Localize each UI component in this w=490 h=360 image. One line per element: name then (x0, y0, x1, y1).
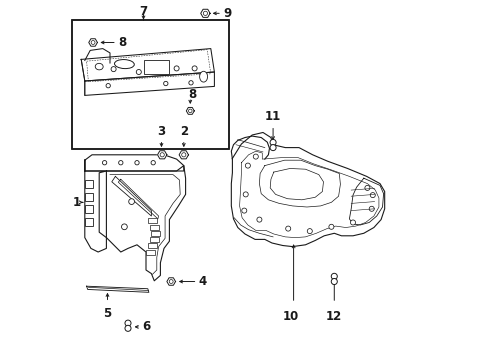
Circle shape (164, 81, 168, 86)
Text: 6: 6 (143, 320, 150, 333)
Bar (72, 20, 229, 149)
Circle shape (242, 208, 247, 213)
Text: 1: 1 (73, 196, 81, 209)
Ellipse shape (199, 71, 208, 82)
Circle shape (129, 199, 134, 204)
Circle shape (192, 66, 197, 71)
Text: 9: 9 (223, 7, 232, 20)
Text: 10: 10 (283, 310, 299, 323)
Circle shape (125, 325, 131, 331)
Text: 2: 2 (180, 125, 188, 138)
Polygon shape (89, 39, 98, 46)
Text: 3: 3 (157, 125, 166, 138)
Circle shape (189, 81, 193, 85)
Circle shape (331, 273, 337, 279)
Circle shape (270, 139, 276, 145)
Circle shape (91, 41, 95, 44)
Bar (148, 243, 157, 248)
Circle shape (369, 206, 374, 211)
Text: 8: 8 (118, 36, 126, 49)
Polygon shape (85, 155, 184, 171)
Ellipse shape (115, 59, 134, 69)
Circle shape (253, 154, 258, 159)
Bar (148, 218, 157, 223)
Ellipse shape (95, 63, 103, 70)
Circle shape (329, 224, 334, 229)
Circle shape (102, 161, 107, 165)
Circle shape (365, 185, 370, 190)
Text: 12: 12 (326, 310, 343, 323)
Circle shape (169, 280, 173, 283)
Circle shape (350, 220, 356, 225)
Circle shape (160, 153, 164, 157)
Bar (85, 193, 93, 201)
Bar (72, 20, 229, 149)
Circle shape (257, 217, 262, 222)
Polygon shape (112, 176, 151, 216)
Polygon shape (201, 9, 210, 17)
Circle shape (370, 193, 375, 198)
Text: 11: 11 (265, 110, 281, 123)
Bar (85, 180, 93, 188)
Text: 5: 5 (103, 307, 112, 320)
Circle shape (106, 84, 110, 88)
Circle shape (174, 66, 179, 71)
Polygon shape (186, 107, 194, 114)
Circle shape (125, 320, 131, 326)
Polygon shape (87, 286, 149, 292)
Bar (150, 237, 159, 242)
Text: 4: 4 (199, 275, 207, 288)
Circle shape (331, 279, 337, 284)
Circle shape (245, 163, 250, 168)
Polygon shape (157, 151, 167, 159)
Circle shape (286, 226, 291, 231)
Circle shape (136, 69, 141, 75)
Text: 8: 8 (189, 88, 197, 101)
Polygon shape (167, 278, 175, 285)
Polygon shape (179, 151, 189, 159)
Circle shape (203, 11, 207, 15)
Circle shape (111, 67, 116, 72)
Polygon shape (118, 179, 159, 219)
Bar (85, 218, 93, 226)
FancyBboxPatch shape (144, 60, 170, 74)
Polygon shape (85, 160, 106, 252)
Circle shape (270, 145, 276, 150)
Circle shape (151, 161, 155, 165)
Bar (147, 250, 155, 255)
Circle shape (182, 153, 186, 157)
Circle shape (135, 161, 139, 165)
Circle shape (243, 192, 248, 197)
Circle shape (189, 109, 192, 113)
Bar (85, 205, 93, 213)
Bar (151, 231, 160, 236)
Polygon shape (231, 132, 385, 247)
Circle shape (122, 224, 127, 230)
Bar (150, 225, 159, 230)
Text: 7: 7 (140, 5, 147, 18)
Circle shape (119, 161, 123, 165)
Polygon shape (106, 166, 186, 281)
Circle shape (307, 229, 312, 234)
